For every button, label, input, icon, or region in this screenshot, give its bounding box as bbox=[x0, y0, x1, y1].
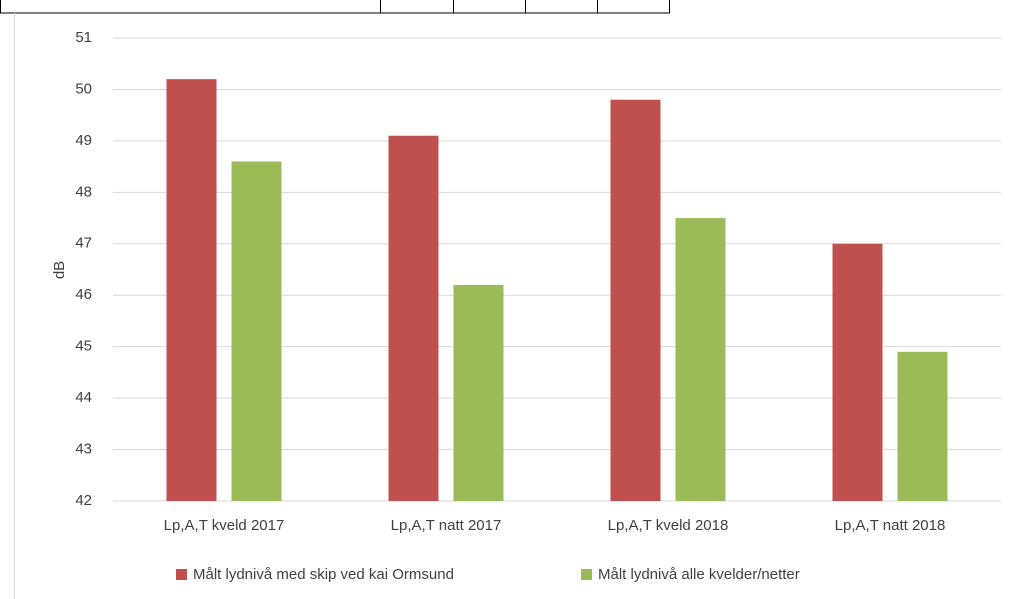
y-axis-label: dB bbox=[51, 261, 68, 279]
legend-swatch bbox=[581, 569, 592, 580]
x-tick-label: Lp,A,T natt 2017 bbox=[391, 517, 502, 534]
bar bbox=[675, 218, 726, 502]
y-tick-label: 51 bbox=[75, 29, 92, 46]
legend-label: Målt lydnivå alle kvelder/netter bbox=[598, 566, 800, 583]
bar bbox=[166, 79, 217, 502]
y-tick-label: 42 bbox=[75, 492, 92, 509]
bar bbox=[610, 99, 661, 501]
legend-label: Målt lydnivå med skip ved kai Ormsund bbox=[193, 566, 454, 583]
y-tick-label: 50 bbox=[75, 80, 92, 97]
y-tick-label: 47 bbox=[75, 235, 92, 252]
y-tick-label: 49 bbox=[75, 132, 92, 149]
bar bbox=[231, 161, 282, 501]
bar bbox=[897, 351, 948, 501]
table-fragment bbox=[0, 0, 670, 14]
bar bbox=[453, 284, 504, 501]
legend-swatch bbox=[176, 569, 187, 580]
y-tick-label: 44 bbox=[75, 389, 92, 406]
bar bbox=[832, 243, 883, 501]
bar bbox=[388, 135, 439, 501]
y-tick-label: 43 bbox=[75, 441, 92, 458]
x-tick-label: Lp,A,T natt 2018 bbox=[835, 517, 946, 534]
y-tick-label: 46 bbox=[75, 286, 92, 303]
x-tick-label: Lp,A,T kveld 2017 bbox=[164, 517, 285, 534]
y-tick-label: 45 bbox=[75, 338, 92, 355]
x-tick-label: Lp,A,T kveld 2018 bbox=[608, 517, 729, 534]
y-tick-label: 48 bbox=[75, 183, 92, 200]
